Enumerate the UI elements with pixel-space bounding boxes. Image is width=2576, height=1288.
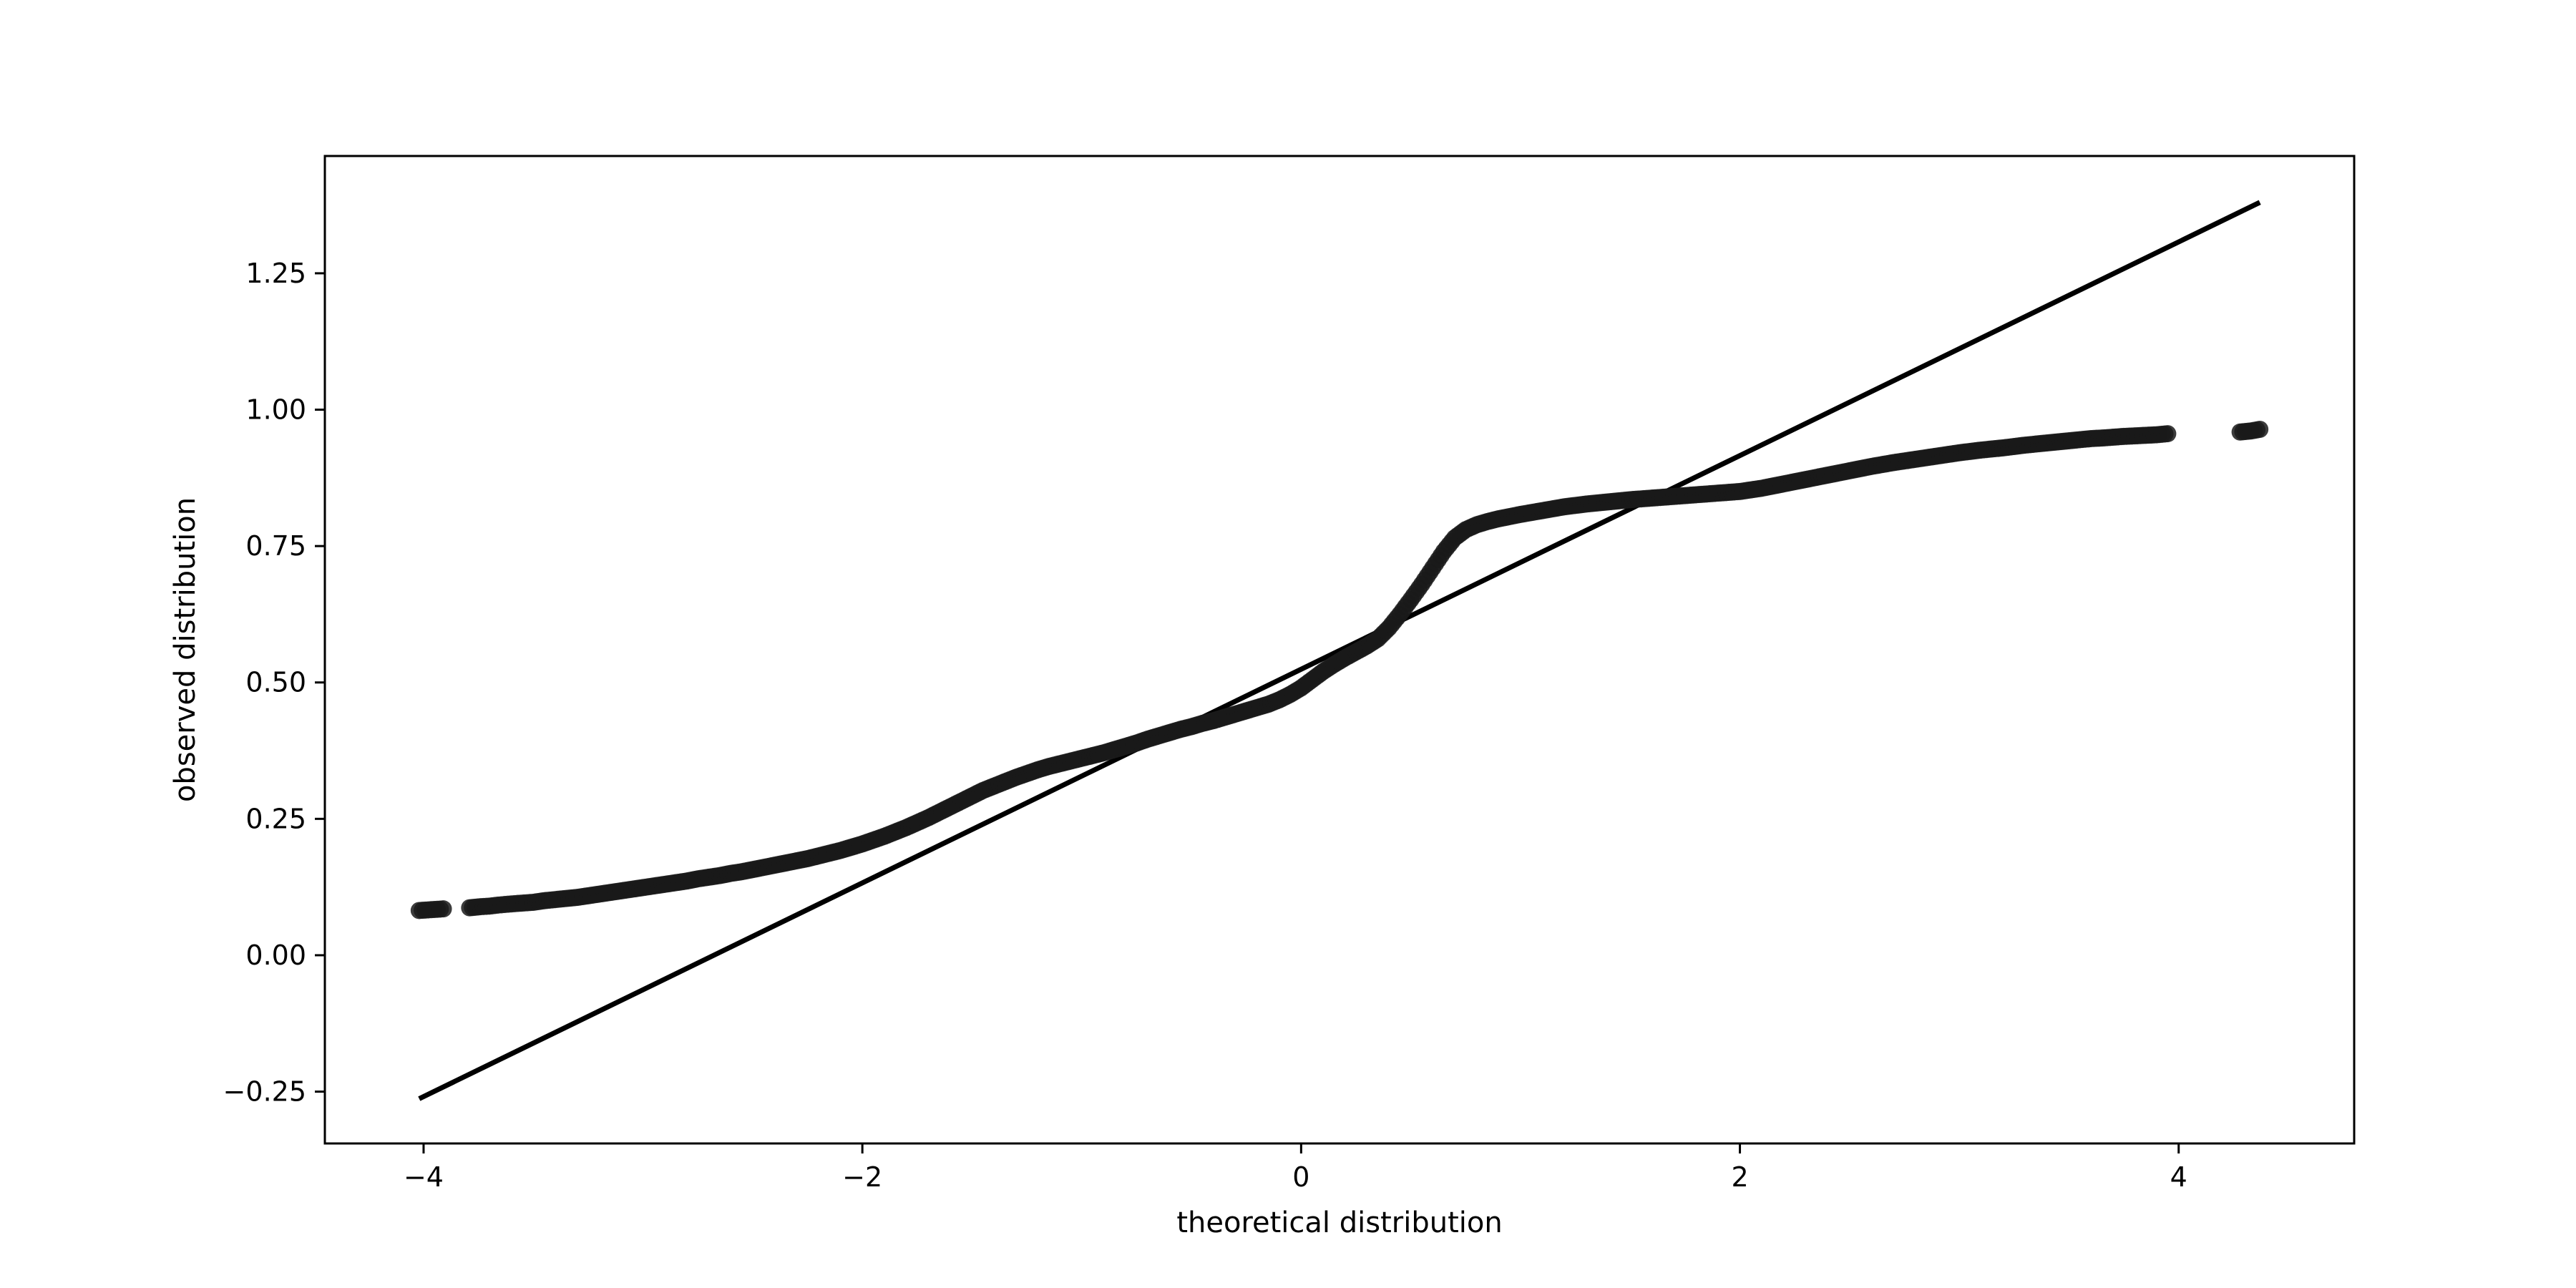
data-point [2251, 420, 2269, 438]
y-tick-label: 0.00 [245, 940, 306, 971]
data-point [434, 900, 452, 918]
y-tick-label: 0.50 [245, 667, 306, 698]
y-tick-label: 1.00 [245, 394, 306, 426]
x-tick-label: −2 [842, 1161, 882, 1193]
y-tick-label: 0.75 [245, 530, 306, 562]
x-tick-label: 0 [1292, 1161, 1309, 1193]
x-axis-ticks: −4 −2 0 2 4 [404, 1143, 2187, 1193]
x-axis-label: theoretical distribution [1176, 1206, 1502, 1239]
y-tick-label: −0.25 [223, 1076, 306, 1108]
y-tick-label: 1.25 [245, 258, 306, 289]
x-tick-label: −4 [404, 1161, 444, 1193]
x-tick-label: 4 [2170, 1161, 2187, 1193]
scatter-points-layer [410, 420, 2269, 919]
data-point [2159, 425, 2177, 443]
y-axis-label: observed distribution [169, 497, 202, 802]
reference-line [418, 200, 2261, 1101]
plot-frame [323, 155, 2356, 1145]
y-tick-label: 0.25 [245, 803, 306, 834]
y-axis-ticks: −0.25 0.00 0.25 0.50 0.75 1.00 1.25 [223, 258, 325, 1108]
x-tick-label: 2 [1731, 1161, 1748, 1193]
reference-line-layer [418, 200, 2261, 1101]
